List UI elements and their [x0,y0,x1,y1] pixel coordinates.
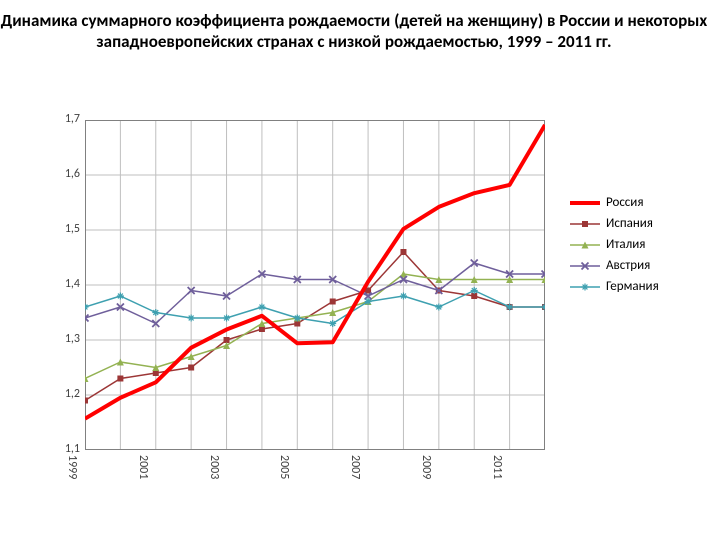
x-tick-label: 2011 [490,455,504,479]
legend-item: Германия [570,279,659,294]
legend-label: Австрия [606,258,650,273]
y-tick-label: 1,3 [55,332,80,346]
legend-swatch [570,238,600,252]
x-tick-label: 2005 [277,455,291,479]
x-tick-label: 1999 [65,455,79,479]
x-tick-label: 2003 [207,455,221,479]
legend-swatch [570,217,600,231]
legend-label: Германия [606,279,659,294]
legend-label: Испания [606,216,653,231]
x-tick-label: 2007 [348,455,362,479]
y-tick-label: 1,6 [55,167,80,181]
y-tick-label: 1,1 [55,442,80,456]
y-tick-label: 1,2 [55,387,80,401]
legend-swatch [570,280,600,294]
legend-swatch [570,196,600,210]
legend-item: Испания [570,216,659,231]
chart-title: Динамика суммарного коэффициента рождаем… [0,10,708,53]
y-tick-label: 1,5 [55,222,80,236]
x-tick-label: 2001 [136,455,150,479]
chart-plot [85,120,545,450]
x-tick-label: 2009 [419,455,433,479]
legend-item: Италия [570,237,659,252]
y-tick-label: 1,7 [55,112,80,126]
y-tick-label: 1,4 [55,277,80,291]
legend-swatch [570,259,600,273]
legend-label: Россия [606,195,644,210]
legend-label: Италия [606,237,645,252]
legend-item: Австрия [570,258,659,273]
legend: Россия Испания Италия Австрия Германия [570,195,659,300]
legend-item: Россия [570,195,659,210]
